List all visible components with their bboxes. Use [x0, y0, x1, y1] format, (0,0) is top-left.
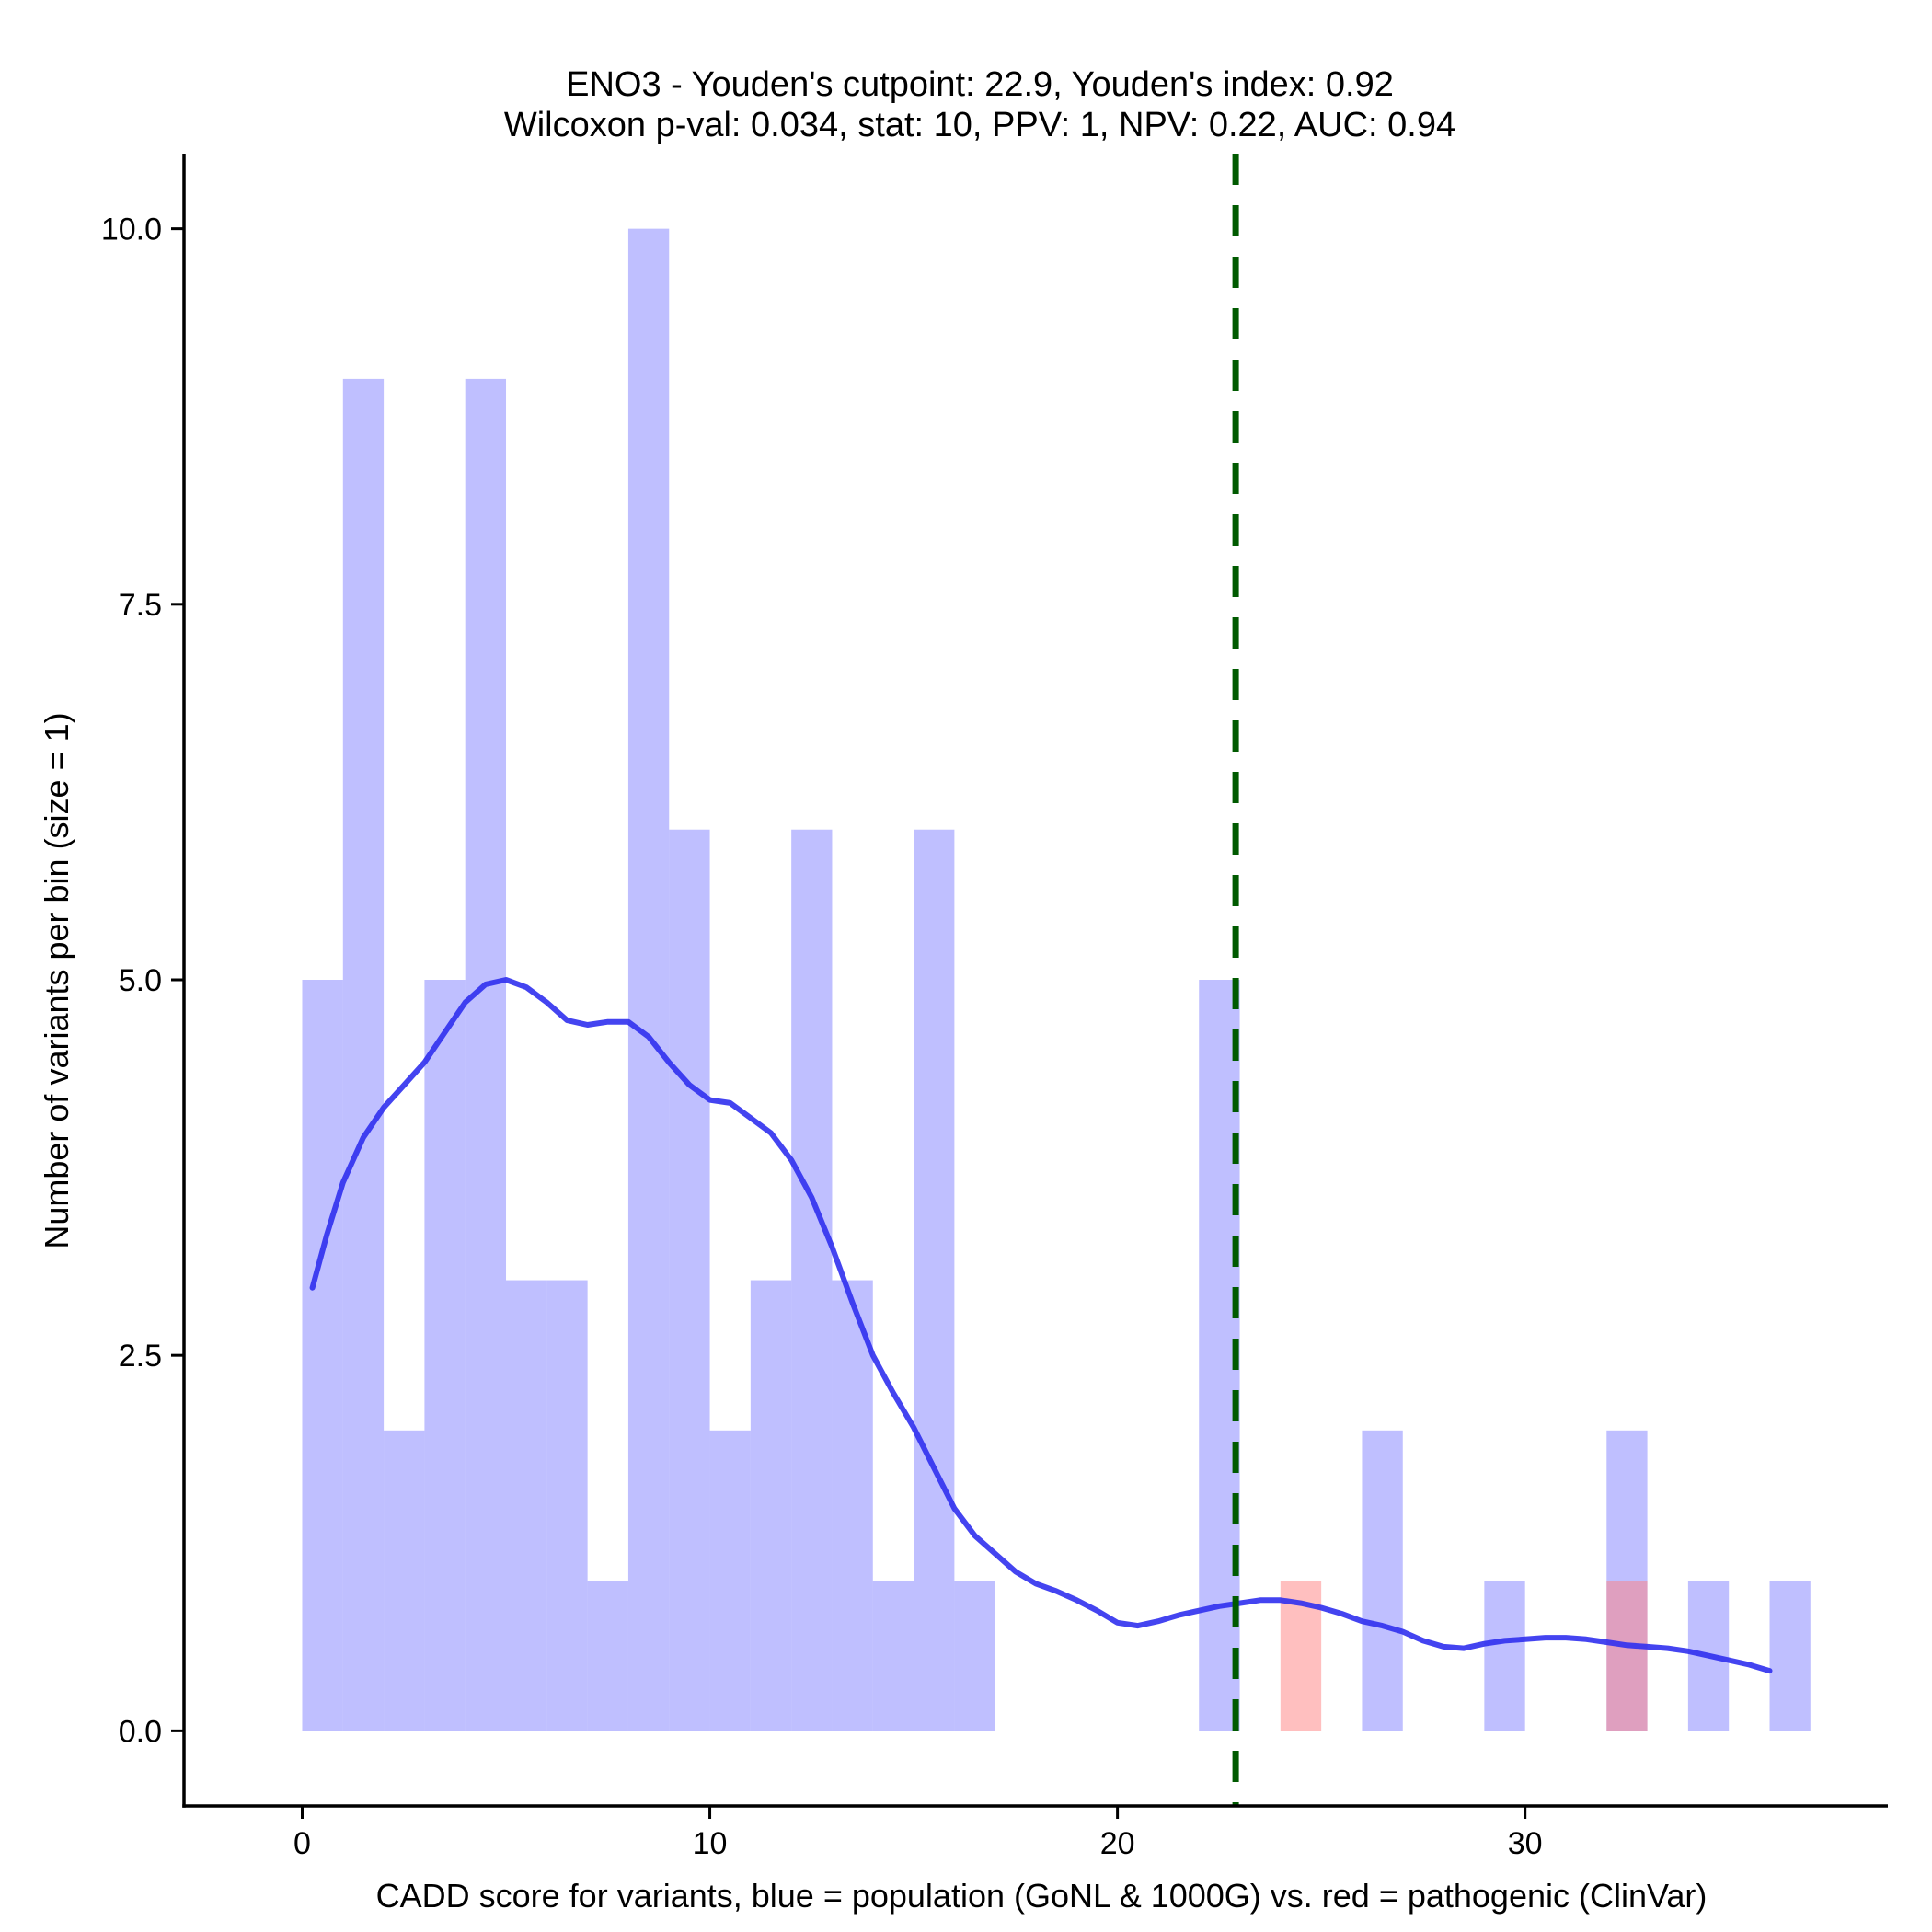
y-axis-title: Number of variants per bin (size = 1): [38, 712, 75, 1248]
population-bar-26: [1362, 1430, 1403, 1731]
population-bar-13: [832, 1280, 873, 1731]
x-tick-label: 20: [1100, 1826, 1135, 1861]
population-bar-4: [465, 378, 507, 1731]
x-tick-label: 10: [693, 1826, 728, 1861]
population-bar-16: [954, 1581, 995, 1731]
population-bar-10: [709, 1430, 751, 1731]
x-tick-label: 0: [293, 1826, 311, 1861]
population-bar-6: [546, 1280, 588, 1731]
pathogenic-bars: [1280, 1581, 1648, 1731]
y-tick-label: 0.0: [119, 1714, 162, 1749]
population-bar-5: [506, 1280, 547, 1731]
population-bar-2: [384, 1430, 425, 1731]
population-bar-9: [669, 829, 710, 1731]
population-bar-3: [424, 980, 466, 1731]
y-tick-label: 10.0: [101, 213, 162, 247]
y-axis-ticks: 0.0 2.5 5.0 7.5 10.0: [101, 213, 184, 1749]
population-bar-7: [587, 1581, 628, 1731]
population-bar-11: [750, 1280, 792, 1731]
x-axis-title: CADD score for variants, blue = populati…: [376, 1877, 1708, 1915]
x-tick-label: 30: [1508, 1826, 1543, 1861]
chart-title: ENO3 - Youden's cutpoint: 22.9, Youden's…: [566, 65, 1394, 104]
population-bar-14: [872, 1581, 914, 1731]
x-axis-ticks: 0 10 20 30: [293, 1806, 1543, 1861]
chart-subtitle: Wilcoxon p-val: 0.034, stat: 10, PPV: 1,…: [504, 106, 1455, 144]
y-tick-label: 5.0: [119, 963, 162, 998]
y-tick-label: 2.5: [119, 1339, 162, 1374]
population-bar-8: [627, 228, 670, 1731]
population-bar-36: [1769, 1581, 1811, 1731]
population-bar-29: [1484, 1581, 1525, 1731]
y-tick-label: 7.5: [119, 588, 162, 623]
density-layer: [309, 977, 1773, 1674]
pathogenic-bar-32: [1606, 1581, 1648, 1731]
population-bar-12: [791, 829, 833, 1731]
population-bar-1: [342, 378, 385, 1731]
population-bar-0: [302, 980, 343, 1731]
population-bar-15: [914, 829, 955, 1731]
population-bars: [302, 228, 1811, 1731]
density-curve: [309, 977, 1773, 1674]
